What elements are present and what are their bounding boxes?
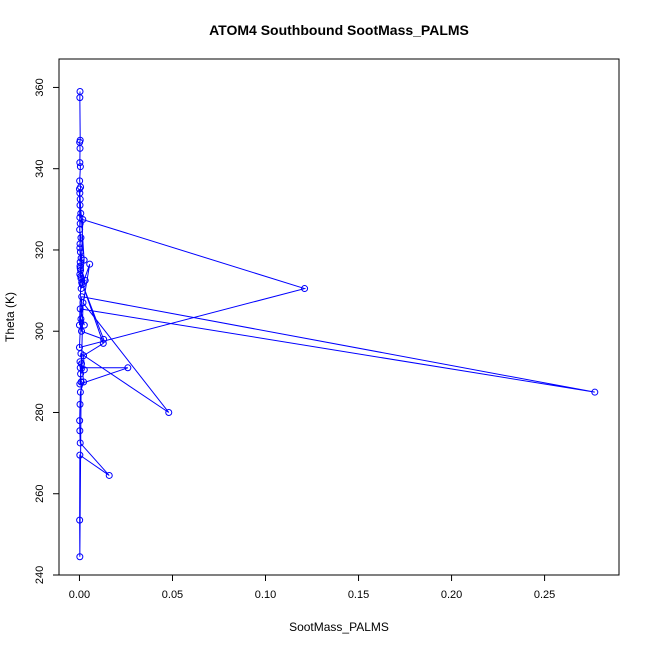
x-tick-label: 0.20 [441,589,462,601]
chart-title: ATOM4 Southbound SootMass_PALMS [209,22,469,38]
x-axis-label: SootMass_PALMS [289,620,389,634]
y-tick-label: 300 [34,322,46,340]
data-point [77,209,85,217]
plot-frame [58,58,620,576]
data-point [76,201,84,209]
x-tick-label: 0.05 [162,589,183,601]
data-point [77,378,85,386]
x-axis: 0.00 0.05 0.10 0.15 0.20 0.25 [69,574,555,601]
x-tick-label: 0.00 [69,589,90,601]
series-line [78,91,595,557]
y-axis: 240 260 280 300 320 340 360 [34,78,60,584]
data-point [76,305,84,313]
data-point [105,471,113,479]
data-point [301,285,309,293]
data-point [76,94,84,102]
data-point [79,299,87,307]
data-point [76,427,84,435]
data-point [76,400,84,408]
data-point [76,451,84,459]
y-tick-label: 260 [34,485,46,503]
y-tick-label: 340 [34,160,46,178]
y-tick-label: 320 [34,241,46,259]
y-axis-label: Theta (K) [3,292,17,342]
x-tick-label: 0.25 [534,589,555,601]
data-point [77,315,85,323]
data-point [76,553,84,561]
data-point [86,260,94,268]
data-point [76,264,84,272]
data-point [76,226,84,234]
data-point [76,516,84,524]
data-point [77,350,85,358]
data-point [79,215,87,223]
data-point [76,358,84,366]
data-point [78,327,86,335]
data-point [78,360,86,368]
y-tick-label: 360 [34,78,46,96]
x-tick-label: 0.15 [348,589,369,601]
data-point [80,378,88,386]
x-tick-label: 0.10 [255,589,276,601]
data-point [80,256,88,264]
data-point [76,388,84,396]
y-tick-label: 240 [34,566,46,584]
data-point [76,244,84,252]
data-point [76,240,84,248]
data-point [100,335,108,343]
data-point [76,159,84,167]
data-point [76,163,84,171]
data-point [124,364,132,372]
data-point [80,366,88,374]
data-point [75,185,83,193]
data-point [78,278,86,286]
data-point [76,439,84,447]
data-point [80,321,88,329]
y-tick-label: 280 [34,403,46,421]
data-point [76,144,84,152]
series-layer [75,88,599,561]
data-point [165,408,173,416]
data-point [591,388,599,396]
data-point [99,339,107,347]
data-point [76,417,84,425]
